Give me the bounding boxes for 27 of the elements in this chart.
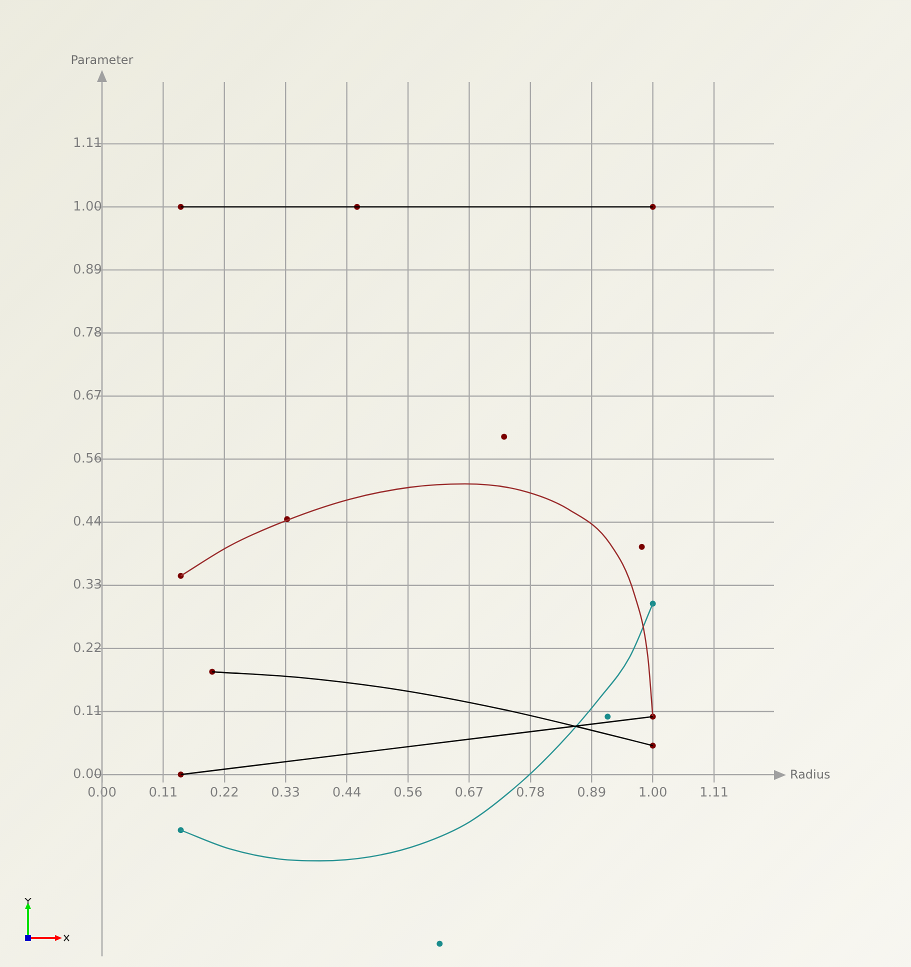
x-tick-label: 0.78	[516, 786, 545, 801]
point	[638, 544, 645, 550]
y-tick-label: 1.00	[73, 199, 102, 214]
y-tick-label: 0.33	[73, 578, 102, 593]
x-tick-label: 0.22	[210, 786, 239, 801]
y-tick-label: 0.89	[73, 262, 102, 278]
y-tick-label: 0.00	[73, 766, 102, 782]
x-axis-title: Radius	[790, 768, 830, 782]
y-tick-label: 0.11	[73, 704, 102, 719]
x-tick-label: 0.89	[577, 786, 606, 801]
y-tick-label: 0.56	[73, 452, 102, 467]
x-tick-label: 1.11	[700, 786, 728, 801]
x-tick-label: 0.67	[454, 786, 484, 801]
y-axis-title: Parameter	[70, 53, 134, 68]
y-tick-label: 0.78	[73, 325, 102, 340]
x-tick-label: 0.56	[394, 786, 423, 801]
x-tick-label: 0.11	[148, 786, 178, 801]
point	[501, 434, 508, 440]
point	[436, 940, 443, 947]
x-tick-label: 0.33	[271, 786, 300, 801]
x-tick-label: 0.44	[332, 786, 362, 801]
point	[604, 714, 611, 720]
y-tick-label: 1.11	[73, 136, 102, 152]
y-tick-label: 0.67	[73, 388, 102, 404]
y-tick-label: 0.22	[73, 640, 102, 656]
x-tick-label: 1.00	[638, 786, 668, 801]
y-tick-label: 0.44	[73, 514, 102, 530]
